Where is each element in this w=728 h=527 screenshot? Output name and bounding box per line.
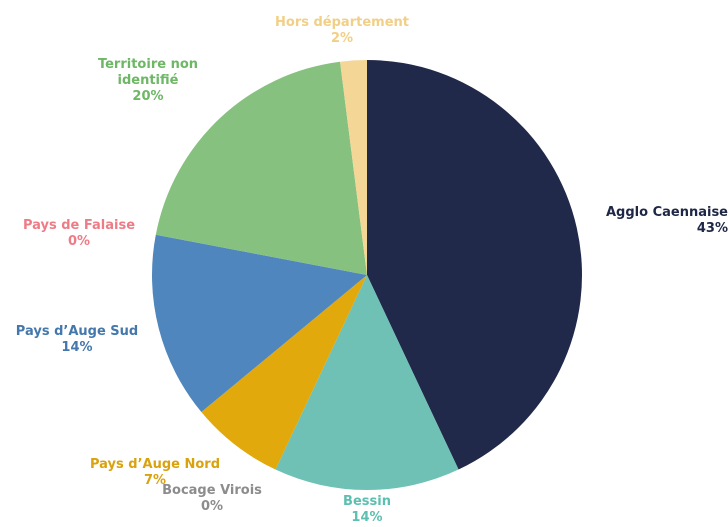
label-bocage-virois: Bocage Virois 0% [162, 483, 262, 515]
pie-slice-territoire-non-identifie [155, 61, 367, 276]
slice-percent: 14% [61, 340, 93, 355]
slice-percent: 14% [351, 510, 383, 525]
slice-percent: 0% [200, 499, 224, 514]
slice-percent: 0% [67, 234, 91, 249]
pie-slice-hors-departement [340, 60, 367, 275]
slice-name: Pays d’Auge Sud [15, 324, 139, 339]
slice-name-line-2: identifié [117, 73, 179, 88]
slice-name: Pays de Falaise [22, 218, 136, 233]
slice-percent: 2% [330, 31, 354, 46]
label-pays-d-auge-sud: Pays d’Auge Sud 14% [16, 324, 138, 356]
slice-name: Pays d’Auge Nord [89, 457, 221, 472]
label-pays-d-auge-nord: Pays d’Auge Nord 7% [90, 457, 220, 489]
pie-slice-agglo-caennaise [367, 60, 583, 470]
label-hors-departement: Hors département 2% [275, 15, 409, 47]
slice-name: Agglo Caennaise [605, 205, 728, 220]
pie-slice-bessin [275, 275, 459, 491]
label-bessin: Bessin 14% [343, 494, 391, 526]
slice-percent: 20% [132, 89, 164, 104]
slice-percent: 7% [143, 473, 167, 488]
label-agglo-caennaise: Agglo Caennaise 43% [606, 205, 728, 237]
slice-name: Hors département [275, 15, 409, 30]
label-pays-de-falaise: Pays de Falaise 0% [23, 218, 135, 250]
slice-name: Bocage Virois [162, 483, 262, 498]
label-territoire-non-identifie: Territoire non identifié 20% [98, 57, 198, 105]
pie-slice-pays-d-auge-sud [152, 234, 367, 413]
slice-name: Bessin [343, 494, 391, 509]
slice-name-line-1: Territoire non [97, 57, 199, 72]
slice-percent: 43% [696, 221, 728, 236]
pie-slice-pays-d-auge-nord [201, 275, 367, 470]
